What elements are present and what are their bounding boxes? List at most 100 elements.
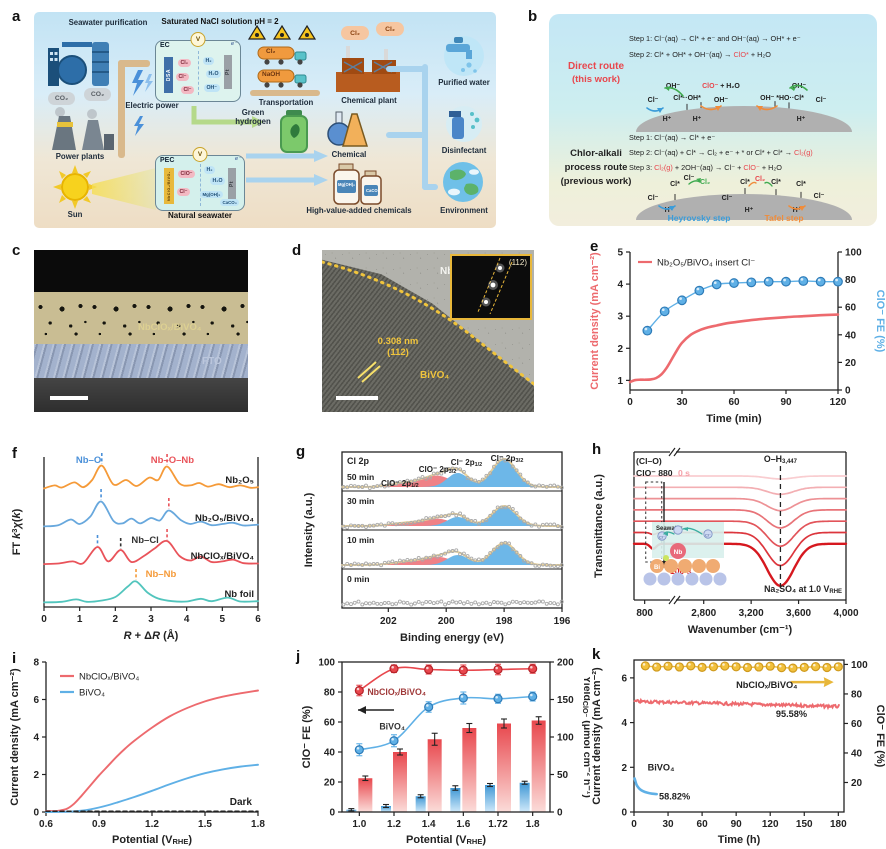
svg-text:Wavenumber (cm⁻¹): Wavenumber (cm⁻¹) [688,624,793,636]
ion-label: H₂O [206,70,222,78]
flow-arrows [246,150,328,186]
reaction-routes: Direct route (this work) Step 1: Cl⁻(aq) →… [549,14,877,231]
svg-text:Cl*: Cl* [740,179,750,186]
svg-text:100: 100 [318,658,335,669]
pt-electrode: Pt [228,168,236,200]
purification-factory-icon [48,42,109,86]
svg-text:150: 150 [796,819,813,830]
electron-label: e⁻ [231,41,237,47]
interface-boundary [322,260,534,386]
svg-text:60: 60 [697,819,709,830]
membrane-divider [198,51,199,95]
panel-b-svg: Direct route (this work) Step 1: Cl⁻(aq) →… [561,34,852,223]
chart-e: 0 30 60 90 120 1 2 3 4 5 0 20 40 60 80 100 Time (min) Cur… [586,238,886,430]
svg-text:Step 1: Cl⁻(aq) → Cl* + e⁻: Step 1: Cl⁻(aq) → Cl* + e⁻ [629,133,715,142]
svg-text:Cl⁻: Cl⁻ [722,195,733,202]
svg-text:1.4: 1.4 [422,819,436,830]
svg-text:(previous work): (previous work) [561,176,632,187]
membrane-divider [200,164,201,206]
panel-d-tem-image: NbClOₓ 0.308 nm (112) BiVO₄ (112) [322,250,534,412]
svg-text:1: 1 [617,376,623,387]
chart-j: 1.0 1.2 1.4 1.6 1.72 1.8 0 20 40 60 80 100 0 50 100 150… [298,648,590,849]
svg-text:Potential (VRHE): Potential (VRHE) [112,834,192,846]
svg-text:Cl⁻: Cl⁻ [648,195,659,202]
ion-label: CaCO₃ [220,199,240,206]
svg-text:OH⁻ *HO··Cl*: OH⁻ *HO··Cl* [760,95,804,102]
svg-text:20: 20 [845,358,857,369]
svg-text:0: 0 [557,808,563,819]
voltmeter-icon: V [192,147,208,162]
svg-text:6: 6 [621,673,627,684]
svg-text:Nb–Cl: Nb–Cl [131,535,158,546]
svg-text:Bi: Bi [654,565,660,571]
svg-text:5: 5 [220,614,226,625]
cl2-cloud: Cl₂ [341,26,369,40]
svg-text:Na₂SO₄ at 1.0 VRHE: Na₂SO₄ at 1.0 VRHE [764,584,842,595]
svg-text:60: 60 [728,397,740,408]
chart-f: 0 1 2 3 4 5 6 R + ΔR (Å) FT k3χ(k) Nb₂O₅ Nb₂O₅/BiV… [6,443,298,649]
svg-text:40: 40 [845,330,857,341]
svg-text:30: 30 [662,819,674,830]
svg-text:2: 2 [113,614,119,625]
co2-cloud: CO₂ [84,88,111,101]
panel-label-i: i [12,650,17,667]
svg-text:Cl₂: Cl₂ [755,176,765,183]
photoanode: NbClOₓ/BiVO₄ [164,168,174,204]
chart-e-svg: 0 30 60 90 120 1 2 3 4 5 0 20 40 60 80 100 Time (min) Cur… [589,248,886,426]
chemical-plant-icon [336,46,400,92]
lightning-icon [132,70,153,96]
svg-text:Nb: Nb [674,549,683,556]
panel-label-a: a [12,8,21,25]
flow-line [386,66,426,72]
ion-label: ClO⁻ [178,170,195,178]
svg-text:1.72: 1.72 [488,819,508,830]
svg-text:2: 2 [33,770,39,781]
svg-text:Dark: Dark [230,797,253,808]
svg-text:3,600: 3,600 [786,608,811,619]
svg-text:H⁺: H⁺ [693,116,702,123]
cl2-cloud: Cl₂ [376,22,404,36]
electron-label: e⁻ [235,156,241,162]
svg-text:80: 80 [845,275,857,286]
chart-h-svg: 800 2,800 3,200 3,600 4,000 Wavenumber (cm⁻¹)… [593,447,859,636]
svg-text:4: 4 [617,280,623,291]
panel-label-h: h [592,441,602,458]
svg-text:0.6: 0.6 [39,819,53,830]
svg-text:0: 0 [627,397,633,408]
power-plant-icon [52,107,114,150]
ec-label: EC [160,42,170,49]
svg-text:Nb–Nb: Nb–Nb [146,569,177,580]
power-plants-label: Power plants [55,152,105,161]
environment-label: Environment [440,206,488,215]
svg-text:0: 0 [33,808,39,819]
panel-label-c: c [12,242,21,259]
svg-text:process route: process route [565,162,628,173]
co2-cloud: CO₂ [48,92,75,105]
sun-beam [92,168,156,210]
svg-text:Cl*: Cl* [771,179,781,186]
svg-text:OH⁻: OH⁻ [792,83,807,90]
svg-text:90: 90 [780,397,792,408]
bivo4-label: BiVO₄ [420,370,450,381]
svg-text:60: 60 [324,718,336,729]
svg-text:198: 198 [496,616,513,627]
svg-text:1.5: 1.5 [198,819,212,830]
svg-text:ClO⁻ + H₂O: ClO⁻ + H₂O [702,83,740,90]
svg-text:BiVO₄: BiVO₄ [648,763,675,773]
truck-cl2-label: Cl₂ [266,48,276,55]
chart-g-svg: 202 200 198 196 Binding energy (eV) Intensity… [303,451,571,644]
svg-text:Cl⁻ 2p3/2: Cl⁻ 2p3/2 [491,453,524,464]
svg-text:196: 196 [554,616,571,627]
svg-text:Nb₂O₅/BiVO₄ insert Cl⁻: Nb₂O₅/BiVO₄ insert Cl⁻ [657,258,755,269]
ion-label: H₂O [210,177,226,185]
nbclox-bivo4-layer [34,292,248,344]
dsa-electrode: DSA [164,57,173,93]
svg-text:800: 800 [636,608,653,619]
svg-text:Step 3: Cl₂(g) + 2OH⁻(aq) → Cl: Step 3: Cl₂(g) + 2OH⁻(aq) → Cl⁻ + ClO⁻ +… [629,163,782,172]
chart-k: 0 30 60 90 120 150 180 0 2 4 6 20 40 60 80 100 Time (h) C… [588,648,886,849]
d-spacing-label: 0.308 nm [377,336,419,347]
environment-earth-icon [443,162,483,202]
ion-label: Cl⁻ [181,86,194,94]
svg-text:Nb₂O₅: Nb₂O₅ [225,475,254,486]
svg-text:OH⁻: OH⁻ [714,97,729,104]
